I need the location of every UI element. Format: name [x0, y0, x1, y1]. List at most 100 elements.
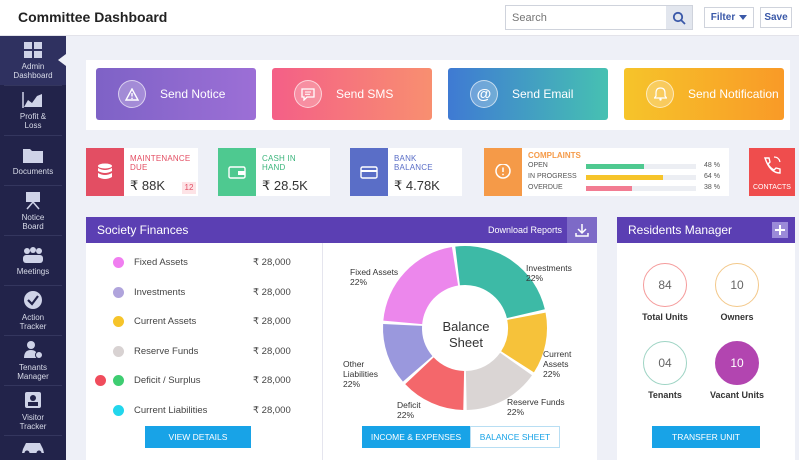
finance-row-amount: ₹ 28,000	[253, 404, 291, 416]
cash-label-line1: CASH IN	[262, 154, 296, 163]
donut-segment-other-liabilities[interactable]	[383, 323, 433, 382]
sidebar-item-parking[interactable]	[0, 436, 66, 460]
complaint-progress-bar	[586, 175, 696, 180]
bank-balance-card[interactable]: BANK BALANCE ₹ 4.78K	[350, 148, 462, 196]
complaint-row-label: OPEN	[528, 162, 548, 169]
divider	[4, 335, 62, 336]
filter-button[interactable]: Filter	[704, 7, 754, 28]
sidebar-item-tenants-manager[interactable]: Tenants Manager	[0, 336, 66, 385]
people-icon	[23, 246, 43, 263]
maintenance-due-card[interactable]: MAINTENANCE DUE ₹ 88K 12	[86, 148, 198, 196]
card-icon	[350, 148, 388, 196]
sidebar-item-label: Visitor Tracker	[19, 413, 47, 431]
legend-dot	[113, 286, 124, 298]
stat-value: 04	[643, 341, 687, 385]
sidebar-item-notice-board[interactable]: Notice Board	[0, 186, 66, 235]
send-email-button[interactable]: @ Send Email	[448, 68, 608, 120]
complaint-row-label: OVERDUE	[528, 184, 563, 191]
balance-sheet-donut	[383, 246, 547, 410]
divider	[4, 235, 62, 236]
legend-dot	[113, 316, 124, 327]
tab-balance-sheet[interactable]: BALANCE SHEET	[470, 426, 560, 448]
cash-value: ₹ 28.5K	[262, 178, 308, 193]
visitor-icon	[25, 392, 41, 408]
sidebar-item-label: Notice Board	[21, 213, 45, 231]
complaint-row-percent: 64 %	[704, 173, 720, 180]
search-button[interactable]	[666, 6, 692, 29]
add-resident-button[interactable]	[772, 222, 788, 238]
stat-vacant-units[interactable]: 10 Vacant Units	[702, 341, 772, 400]
sidebar-item-admin-dashboard[interactable]: Admin Dashboard	[0, 36, 66, 85]
database-icon	[86, 148, 124, 196]
sidebar: Admin Dashboard Profit & Loss Documents …	[0, 36, 66, 460]
donut-center-label: Balance Sheet	[423, 319, 509, 351]
download-button[interactable]	[567, 217, 597, 243]
finance-row[interactable]: Current Assets ₹ 28,000	[86, 311, 322, 333]
search-box[interactable]	[505, 5, 693, 30]
maintenance-label-line2: DUE	[130, 163, 148, 172]
bank-value: ₹ 4.78K	[394, 178, 440, 193]
label-text: Reserve Funds	[507, 397, 565, 407]
legend-dot	[113, 404, 124, 416]
complaint-progress-bar	[586, 164, 696, 169]
finance-row-amount: ₹ 28,000	[253, 375, 291, 386]
stat-value: 10	[715, 341, 759, 385]
donut-segment-current-assets[interactable]	[501, 312, 547, 373]
complaint-row-percent: 48 %	[704, 162, 720, 169]
residents-title: Residents Manager	[628, 223, 733, 237]
stat-tenants[interactable]: 04 Tenants	[630, 341, 700, 400]
sidebar-item-meetings[interactable]: Meetings	[0, 236, 66, 285]
donut-segment-investments[interactable]	[455, 246, 545, 319]
finance-row-name: Current Assets	[134, 316, 197, 327]
transfer-unit-button[interactable]: TRANSFER UNIT	[652, 426, 760, 448]
finances-title: Society Finances	[97, 223, 189, 237]
send-notification-button[interactable]: Send Notification	[624, 68, 784, 120]
stat-label: Total Units	[642, 312, 688, 322]
finance-row[interactable]: Fixed Assets ₹ 28,000	[86, 252, 322, 274]
finance-row[interactable]: Investments ₹ 28,000	[86, 282, 322, 304]
chat-icon	[484, 148, 522, 196]
view-details-button[interactable]: VIEW DETAILS	[145, 426, 251, 448]
donut-segment-deficit[interactable]	[405, 357, 465, 410]
finance-row-amount: ₹ 28,000	[253, 345, 291, 357]
donut-segment-reserve-funds[interactable]	[465, 352, 533, 410]
finance-row[interactable]: Deficit / Surplus ₹ 28,000	[86, 370, 322, 392]
sidebar-item-documents[interactable]: Documents	[0, 136, 66, 185]
tab-income-expenses[interactable]: INCOME & EXPENSES	[362, 426, 470, 448]
send-sms-button[interactable]: Send SMS	[272, 68, 432, 120]
sidebar-item-action-tracker[interactable]: Action Tracker	[0, 286, 66, 335]
stat-value: 84	[643, 263, 687, 307]
active-pointer-icon	[58, 54, 66, 66]
divider	[4, 435, 62, 436]
folder-icon	[23, 148, 43, 163]
complaint-progress-fill	[586, 164, 645, 169]
stat-total-units[interactable]: 84 Total Units	[630, 263, 700, 322]
label-text: Other Liabilities	[343, 359, 378, 379]
download-reports-link[interactable]: Download Reports	[488, 225, 563, 235]
search-input[interactable]	[506, 6, 666, 29]
stat-label: Vacant Units	[709, 390, 765, 400]
label-percent: 22%	[343, 379, 361, 389]
donut-segment-fixed-assets[interactable]	[383, 247, 459, 325]
bell-icon	[646, 80, 674, 108]
send-notification-label: Send Notification	[688, 87, 779, 101]
warning-icon	[118, 80, 146, 108]
sidebar-item-profit-loss[interactable]: Profit & Loss	[0, 86, 66, 135]
stat-label: Owners	[720, 312, 754, 322]
save-button[interactable]: Save	[760, 7, 792, 28]
at-icon: @	[470, 80, 498, 108]
board-icon	[26, 192, 40, 210]
sms-icon	[294, 80, 322, 108]
donut-center-line1: Balance	[442, 319, 490, 334]
maintenance-badge: 12	[182, 182, 196, 194]
sidebar-item-visitor-tracker[interactable]: Visitor Tracker	[0, 386, 66, 435]
contacts-card[interactable]: CONTACTS	[749, 148, 795, 196]
finance-row[interactable]: Current Liabilities ₹ 28,000	[86, 400, 322, 422]
cash-in-hand-card[interactable]: CASH IN HAND ₹ 28.5K	[218, 148, 330, 196]
send-notice-button[interactable]: Send Notice	[96, 68, 256, 120]
finance-row[interactable]: Reserve Funds ₹ 28,000	[86, 341, 322, 363]
send-sms-label: Send SMS	[336, 87, 394, 101]
complaints-card[interactable]: COMPLAINTS OPEN 48 % IN PROGRESS 64 % OVERDU…	[484, 148, 729, 196]
label-text: Investments	[526, 263, 572, 273]
stat-owners[interactable]: 10 Owners	[702, 263, 772, 322]
